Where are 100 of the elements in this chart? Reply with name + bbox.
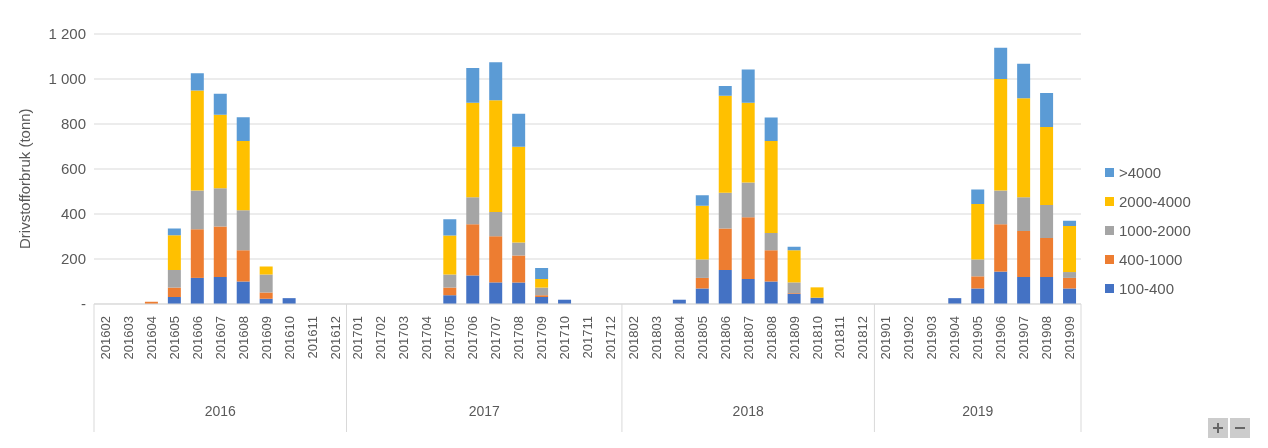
bar: [190, 73, 204, 91]
bar: [971, 189, 985, 205]
bar: [718, 85, 732, 96]
bar: [443, 287, 457, 296]
bar: [764, 250, 778, 282]
x-tick-label: 201608: [235, 316, 251, 360]
x-tick-label: 201705: [442, 316, 458, 360]
x-tick-label: 201903: [924, 316, 940, 360]
bar: [466, 102, 480, 198]
bar: [1063, 277, 1077, 289]
x-tick-label: 201809: [786, 316, 802, 360]
x-tick-label: 201908: [1039, 316, 1055, 360]
bar: [971, 276, 985, 289]
bar: [259, 274, 273, 293]
legend-label: 2000-4000: [1119, 193, 1191, 210]
bar: [190, 190, 204, 230]
bar: [213, 277, 227, 304]
bar: [1040, 205, 1054, 239]
bar: [512, 282, 526, 304]
x-tick-label: 201612: [327, 316, 343, 360]
legend-label: >4000: [1119, 164, 1162, 181]
x-tick-label: 201901: [878, 316, 894, 360]
bar: [1040, 277, 1054, 304]
y-tick-label: 600: [60, 160, 86, 178]
legend-label: 1000-2000: [1119, 222, 1191, 239]
bar: [213, 188, 227, 227]
bar: [190, 277, 204, 304]
bar: [443, 295, 457, 304]
bar: [971, 259, 985, 277]
bar: [489, 236, 503, 283]
legend-label: 400-1000: [1119, 251, 1183, 268]
bar: [489, 100, 503, 212]
bar: [1063, 288, 1077, 304]
bar: [236, 281, 250, 304]
bar: [695, 259, 709, 278]
bar: [787, 282, 801, 293]
bar: [1063, 220, 1077, 226]
bar: [443, 274, 457, 288]
x-tick-label: 201904: [947, 316, 963, 360]
bar: [695, 195, 709, 206]
x-tick-label: 201603: [120, 316, 136, 360]
bar: [190, 229, 204, 278]
x-tick-label: 201711: [580, 316, 595, 359]
bar: [787, 250, 801, 283]
text: 2018: [732, 403, 764, 419]
bar: [466, 67, 480, 103]
x-tick-label: 201606: [189, 316, 205, 360]
x-tick-label: 201701: [350, 316, 366, 360]
bar: [512, 113, 526, 147]
bar: [741, 279, 755, 304]
bar: [718, 192, 732, 229]
bar: [167, 270, 181, 288]
bar: [764, 140, 778, 233]
bar: [718, 270, 732, 304]
bar: [512, 146, 526, 243]
x-tick-label: 201709: [534, 316, 550, 360]
text: 2017: [468, 403, 500, 419]
bar: [994, 271, 1008, 304]
bar: [213, 226, 227, 277]
bar: [213, 93, 227, 115]
x-tick-label: 201807: [740, 316, 756, 360]
x-tick-label: 201605: [166, 316, 182, 360]
x-tick-label: 201806: [717, 316, 733, 360]
bar: [1040, 92, 1054, 127]
x-tick-label: 201909: [1062, 316, 1078, 360]
bar: [741, 102, 755, 183]
bar: [443, 219, 457, 236]
x-tick-label: 201802: [625, 316, 641, 360]
bar: [994, 224, 1008, 272]
bar: [994, 79, 1008, 191]
bar: [718, 228, 732, 271]
bar: [695, 205, 709, 260]
bar: [1017, 277, 1031, 304]
bar: [512, 255, 526, 283]
y-tick-label: 200: [60, 250, 86, 268]
y-axis-title: Drivstofforbruk (tonn): [16, 108, 34, 249]
bar: [167, 235, 181, 271]
bar: [1063, 272, 1077, 278]
x-tick-label: 201811: [832, 316, 848, 359]
x-tick-label: 201602: [97, 316, 113, 360]
bar: [259, 292, 273, 299]
y-tick-label: -: [81, 295, 86, 313]
bar: [466, 197, 480, 225]
x-tick-label: 201609: [258, 316, 274, 360]
bar: [236, 117, 250, 141]
bar: [466, 275, 480, 304]
x-tick-label: 201907: [1016, 316, 1032, 360]
bar: [1040, 126, 1054, 205]
bar: [236, 140, 250, 211]
bar: [971, 288, 985, 304]
bar: [994, 190, 1008, 225]
bar: [1017, 231, 1031, 277]
x-tick-label: 201810: [809, 316, 825, 360]
x-tick-label: 201710: [557, 316, 573, 360]
bar: [167, 228, 181, 236]
bar: [695, 277, 709, 289]
bar: [787, 293, 801, 304]
x-tick-label: 201604: [143, 316, 159, 360]
x-tick-label: 201707: [488, 316, 504, 360]
bar: [535, 287, 549, 296]
